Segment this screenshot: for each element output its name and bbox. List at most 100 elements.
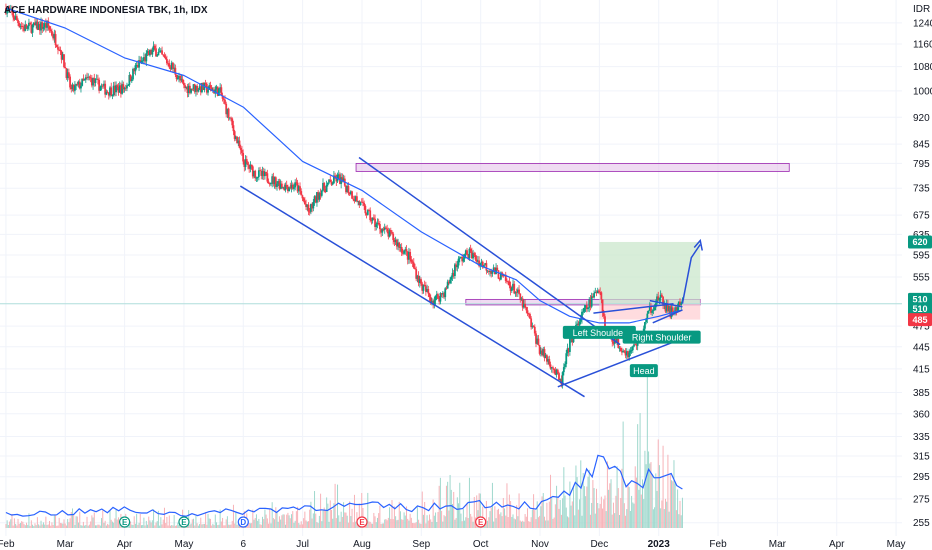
volume-bar	[134, 523, 136, 528]
volume-bar	[542, 493, 544, 528]
price-pill[interactable]: 620	[908, 235, 932, 249]
candle-body	[180, 78, 183, 81]
volume-bar	[472, 521, 474, 528]
candle-body	[242, 152, 245, 162]
candle-body	[17, 20, 19, 23]
volume-bar	[260, 524, 262, 528]
volume-bar	[396, 520, 398, 528]
candle-body	[296, 182, 299, 192]
price-pill[interactable]: 485	[908, 313, 932, 327]
volume-event-marker[interactable]: D	[237, 516, 249, 528]
volume-bar	[159, 525, 161, 528]
volume-bar	[397, 519, 399, 528]
candle-body	[132, 68, 134, 80]
volume-bar	[318, 515, 320, 528]
wedge-bottom-line[interactable]	[652, 309, 683, 324]
candle-body	[64, 67, 67, 69]
volume-bar	[369, 521, 371, 528]
volume-bar	[316, 522, 318, 528]
candle-body	[664, 304, 667, 312]
candle-body	[439, 293, 442, 302]
candle-body	[351, 191, 353, 199]
pattern-label[interactable]: Left Shoulder	[562, 325, 636, 339]
volume-bar	[271, 502, 273, 528]
channel-bottom-line[interactable]	[239, 185, 585, 398]
candle-body	[671, 307, 674, 313]
volume-event-marker[interactable]: E	[178, 516, 190, 528]
volume-bar	[157, 510, 159, 528]
candle-body	[550, 367, 553, 369]
candle-body	[300, 191, 303, 196]
volume-bar	[610, 479, 612, 528]
volume-bar	[26, 522, 28, 528]
volume-bar	[211, 525, 213, 528]
volume-event-marker[interactable]: E	[356, 516, 368, 528]
pattern-label[interactable]: Head	[629, 364, 658, 378]
candle-body	[325, 184, 328, 193]
volume-bar	[41, 524, 43, 528]
volume-bar	[15, 523, 17, 528]
candle-body	[676, 307, 679, 311]
candle-body	[658, 297, 661, 301]
candle-body	[248, 165, 251, 169]
candle-body	[130, 79, 133, 82]
price-pill-text: 510	[912, 304, 927, 314]
volume-bar	[231, 520, 233, 528]
volume-event-marker[interactable]: E	[475, 516, 487, 528]
projection-arrow-line[interactable]	[681, 244, 701, 304]
price-pill[interactable]: 510	[908, 302, 932, 316]
volume-bar	[551, 497, 553, 528]
candle-body	[635, 344, 638, 346]
candle-body	[24, 24, 27, 31]
volume-bar	[351, 508, 353, 528]
candle-body	[514, 292, 517, 294]
volume-bar	[669, 474, 671, 528]
pattern-label[interactable]: Right Shoulder	[622, 330, 701, 344]
volume-bar	[458, 503, 460, 528]
volume-event-marker[interactable]: E	[119, 516, 131, 528]
candle-body	[662, 296, 664, 306]
candle-body	[74, 85, 76, 91]
volume-bar	[86, 516, 88, 528]
candle-body	[227, 108, 230, 118]
candle-body	[31, 25, 34, 33]
candle-body	[48, 26, 51, 30]
volume-bar	[375, 522, 377, 528]
candle-body	[266, 173, 269, 182]
candle-body	[152, 45, 155, 50]
candle-body	[427, 289, 430, 294]
time-axis[interactable]: Feb Mar Apr May 6 Jul Aug Sep Oct Nov Dec 2023 Feb Ma…	[0, 539, 906, 550]
candle-body	[256, 176, 259, 178]
resistance-zone-upper	[355, 163, 790, 172]
volume-bar	[189, 524, 191, 528]
neckline-line[interactable]	[593, 302, 674, 314]
channel-top-line[interactable]	[358, 156, 621, 346]
head-support-line[interactable]	[557, 335, 689, 388]
event-badge	[356, 516, 368, 528]
wedge-top-line[interactable]	[649, 299, 683, 308]
candle-body	[545, 355, 548, 362]
volume-bar	[507, 517, 509, 528]
price-pill-text: 485	[912, 315, 927, 325]
volume-bar	[305, 520, 307, 528]
volume-bar	[367, 492, 369, 528]
volume-bar	[92, 517, 94, 528]
volume-bar	[593, 488, 595, 528]
moving-average-line	[5, 7, 683, 324]
candle-body	[268, 183, 271, 185]
candle-body	[418, 279, 421, 283]
price-axis[interactable]: IDR 1240 1160 1080 1000 920 845 795 735 675 635 595…	[908, 4, 932, 529]
volume-bar	[393, 506, 395, 528]
candle-body	[29, 22, 32, 25]
volume-bar	[312, 513, 314, 528]
volume-bar	[651, 473, 653, 528]
volume-bar	[128, 522, 130, 528]
candle-body	[653, 307, 656, 311]
volume-bar	[656, 490, 658, 528]
candle-body	[158, 51, 161, 53]
candle-body	[651, 311, 654, 313]
candle-body	[123, 87, 126, 90]
candle-body	[572, 338, 575, 343]
volume-bar	[599, 503, 601, 528]
